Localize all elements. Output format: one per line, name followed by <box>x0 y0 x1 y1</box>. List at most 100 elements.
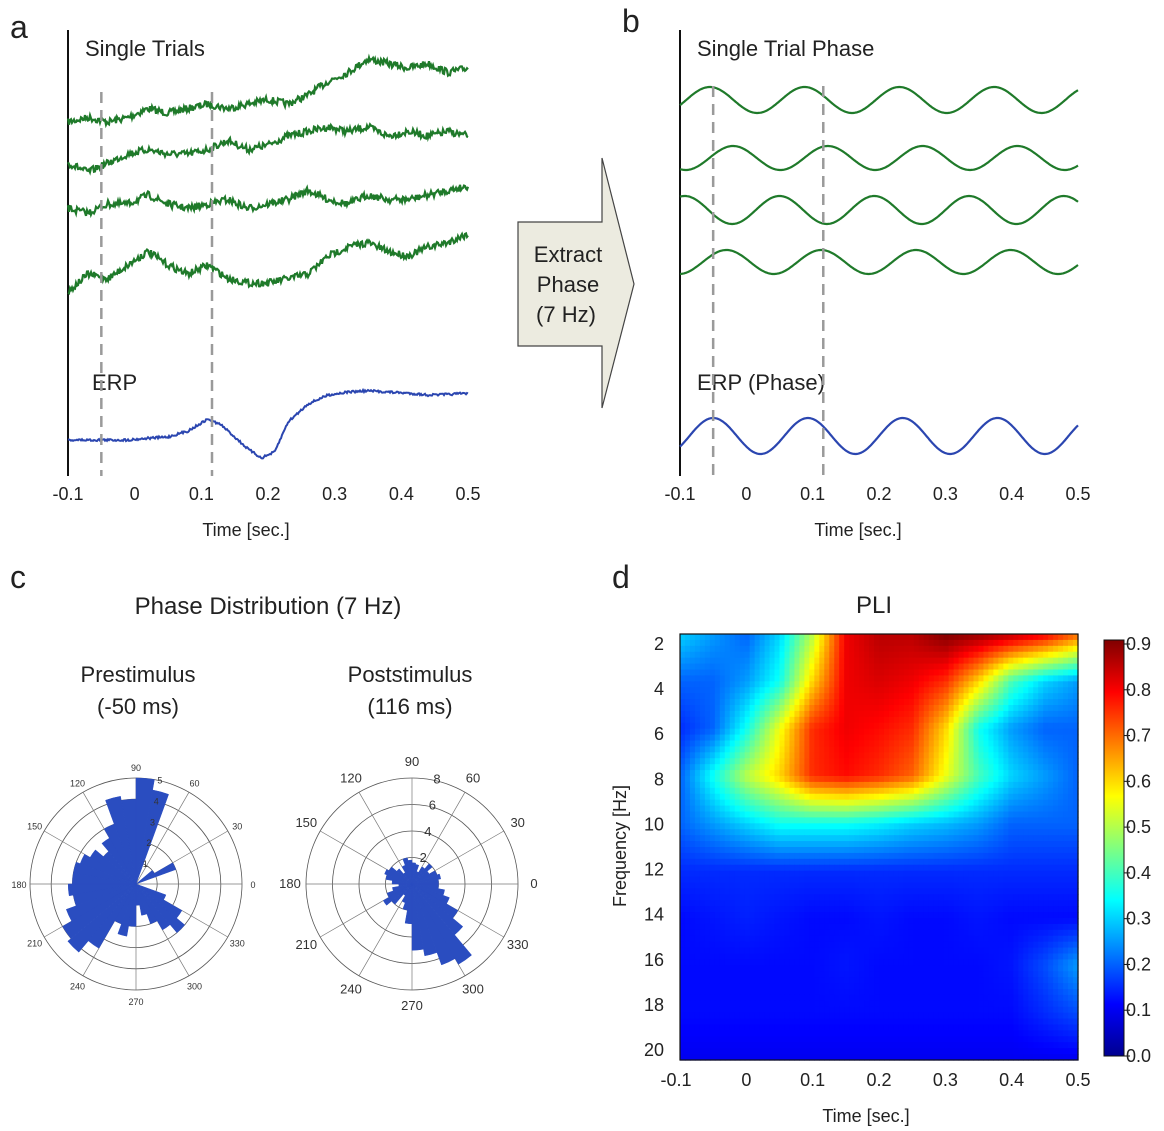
heatmap-cell <box>769 894 776 901</box>
heatmap-cell <box>928 852 935 860</box>
heatmap-cell <box>874 746 880 753</box>
heatmap-cell <box>898 776 905 783</box>
heatmap-cell <box>1033 728 1039 736</box>
heatmap-cell <box>968 971 975 978</box>
heatmap-cell <box>988 716 995 724</box>
heatmap-cell <box>1033 687 1039 694</box>
heatmap-cell <box>928 870 935 878</box>
heatmap-cell <box>943 687 950 694</box>
heatmap-cell <box>958 847 965 854</box>
heatmap-cell <box>953 675 960 682</box>
heatmap-cell <box>963 776 970 783</box>
heatmap-cell <box>794 894 800 901</box>
heatmap-cell <box>1008 776 1014 783</box>
heatmap-cell <box>888 687 895 694</box>
heatmap-cell <box>1058 645 1064 653</box>
heatmap-cell <box>1013 900 1019 907</box>
heatmap-cell <box>779 971 786 978</box>
heatmap-cell <box>689 906 696 913</box>
heatmap-cell <box>1038 858 1044 866</box>
heatmap-cell <box>864 722 870 730</box>
heatmap-cell <box>973 710 980 718</box>
heatmap-cell <box>839 888 845 895</box>
heatmap-cell <box>908 776 915 783</box>
heatmap-cell <box>844 781 850 789</box>
heatmap-cell <box>943 663 950 671</box>
heatmap-cell <box>1023 977 1029 984</box>
heatmap-cell <box>874 971 880 978</box>
heatmap-cell <box>893 805 900 813</box>
heatmap-cell <box>1058 953 1064 961</box>
heatmap-cell <box>804 882 810 890</box>
heatmap-cell <box>933 894 940 901</box>
heatmap-cell <box>888 811 895 819</box>
heatmap-cell <box>1013 699 1019 706</box>
heatmap-cell <box>680 722 686 730</box>
heatmap-cell <box>699 681 706 688</box>
heatmap-cell <box>694 687 701 694</box>
heatmap-cell <box>849 663 855 671</box>
heatmap-cell <box>993 758 999 765</box>
heatmap-cell <box>699 639 706 647</box>
heatmap-cell <box>883 634 890 641</box>
heatmap-cell <box>888 734 895 742</box>
heatmap-cell <box>809 888 815 895</box>
heatmap-cell <box>1058 799 1064 807</box>
heatmap-cell <box>1008 888 1014 895</box>
heatmap-cell <box>680 864 686 872</box>
heatmap-cell <box>958 953 965 961</box>
heatmap-cell <box>734 959 741 966</box>
heatmap-cell <box>699 870 706 878</box>
heatmap-cell <box>958 941 965 949</box>
heatmap-cell <box>694 811 701 819</box>
heatmap-cell <box>779 675 786 682</box>
heatmap-cell <box>694 929 701 937</box>
heatmap-cell <box>1038 829 1044 836</box>
heatmap-cell <box>983 716 990 724</box>
heatmap-cell <box>938 971 945 978</box>
heatmap-cell <box>789 793 796 801</box>
heatmap-cell <box>948 870 955 878</box>
heatmap-cell <box>714 722 721 730</box>
heatmap-cell <box>1058 781 1064 789</box>
heatmap-cell <box>779 669 786 677</box>
heatmap-cell <box>953 870 960 878</box>
heatmap-cell <box>844 645 850 653</box>
heatmap-cell <box>784 781 791 789</box>
heatmap-cell <box>824 923 830 931</box>
heatmap-cell <box>903 882 910 890</box>
heatmap-cell <box>684 888 691 895</box>
heatmap-cell <box>799 645 805 653</box>
heatmap-cell <box>978 882 985 890</box>
heatmap-cell <box>709 906 716 913</box>
heatmap-cell <box>799 912 805 919</box>
heatmap-cell <box>759 811 766 819</box>
heatmap-cell <box>1058 663 1064 671</box>
heatmap-cell <box>824 912 830 919</box>
heatmap-cell <box>938 847 945 854</box>
heatmap-cell <box>988 977 995 984</box>
heatmap-cell <box>794 941 800 949</box>
heatmap-cell <box>958 746 965 753</box>
heatmap-cell <box>963 651 970 659</box>
heatmap-cell <box>883 752 890 759</box>
heatmap-cell <box>1058 716 1064 724</box>
heatmap-cell <box>834 923 840 931</box>
heatmap-cell <box>689 740 696 748</box>
heatmap-cell <box>1073 681 1079 688</box>
heatmap-cell <box>1048 787 1054 795</box>
heatmap-cell <box>943 734 950 742</box>
heatmap-cell <box>779 699 786 706</box>
heatmap-cell <box>819 663 825 671</box>
heatmap-cell <box>1073 852 1079 860</box>
heatmap-cell <box>1048 811 1054 819</box>
heatmap-cell <box>704 918 711 925</box>
heatmap-cell <box>744 651 751 659</box>
heatmap-cell <box>1048 634 1054 641</box>
heatmap-cell <box>779 835 786 842</box>
heatmap-cell <box>849 876 855 884</box>
panel-a: a Single Trials ERP -0.1 0 0.1 0.2 0.3 0.4 0.5… <box>10 9 481 540</box>
heatmap-cell <box>963 876 970 884</box>
heatmap-cell <box>973 634 980 641</box>
heatmap-cell <box>1008 953 1014 961</box>
